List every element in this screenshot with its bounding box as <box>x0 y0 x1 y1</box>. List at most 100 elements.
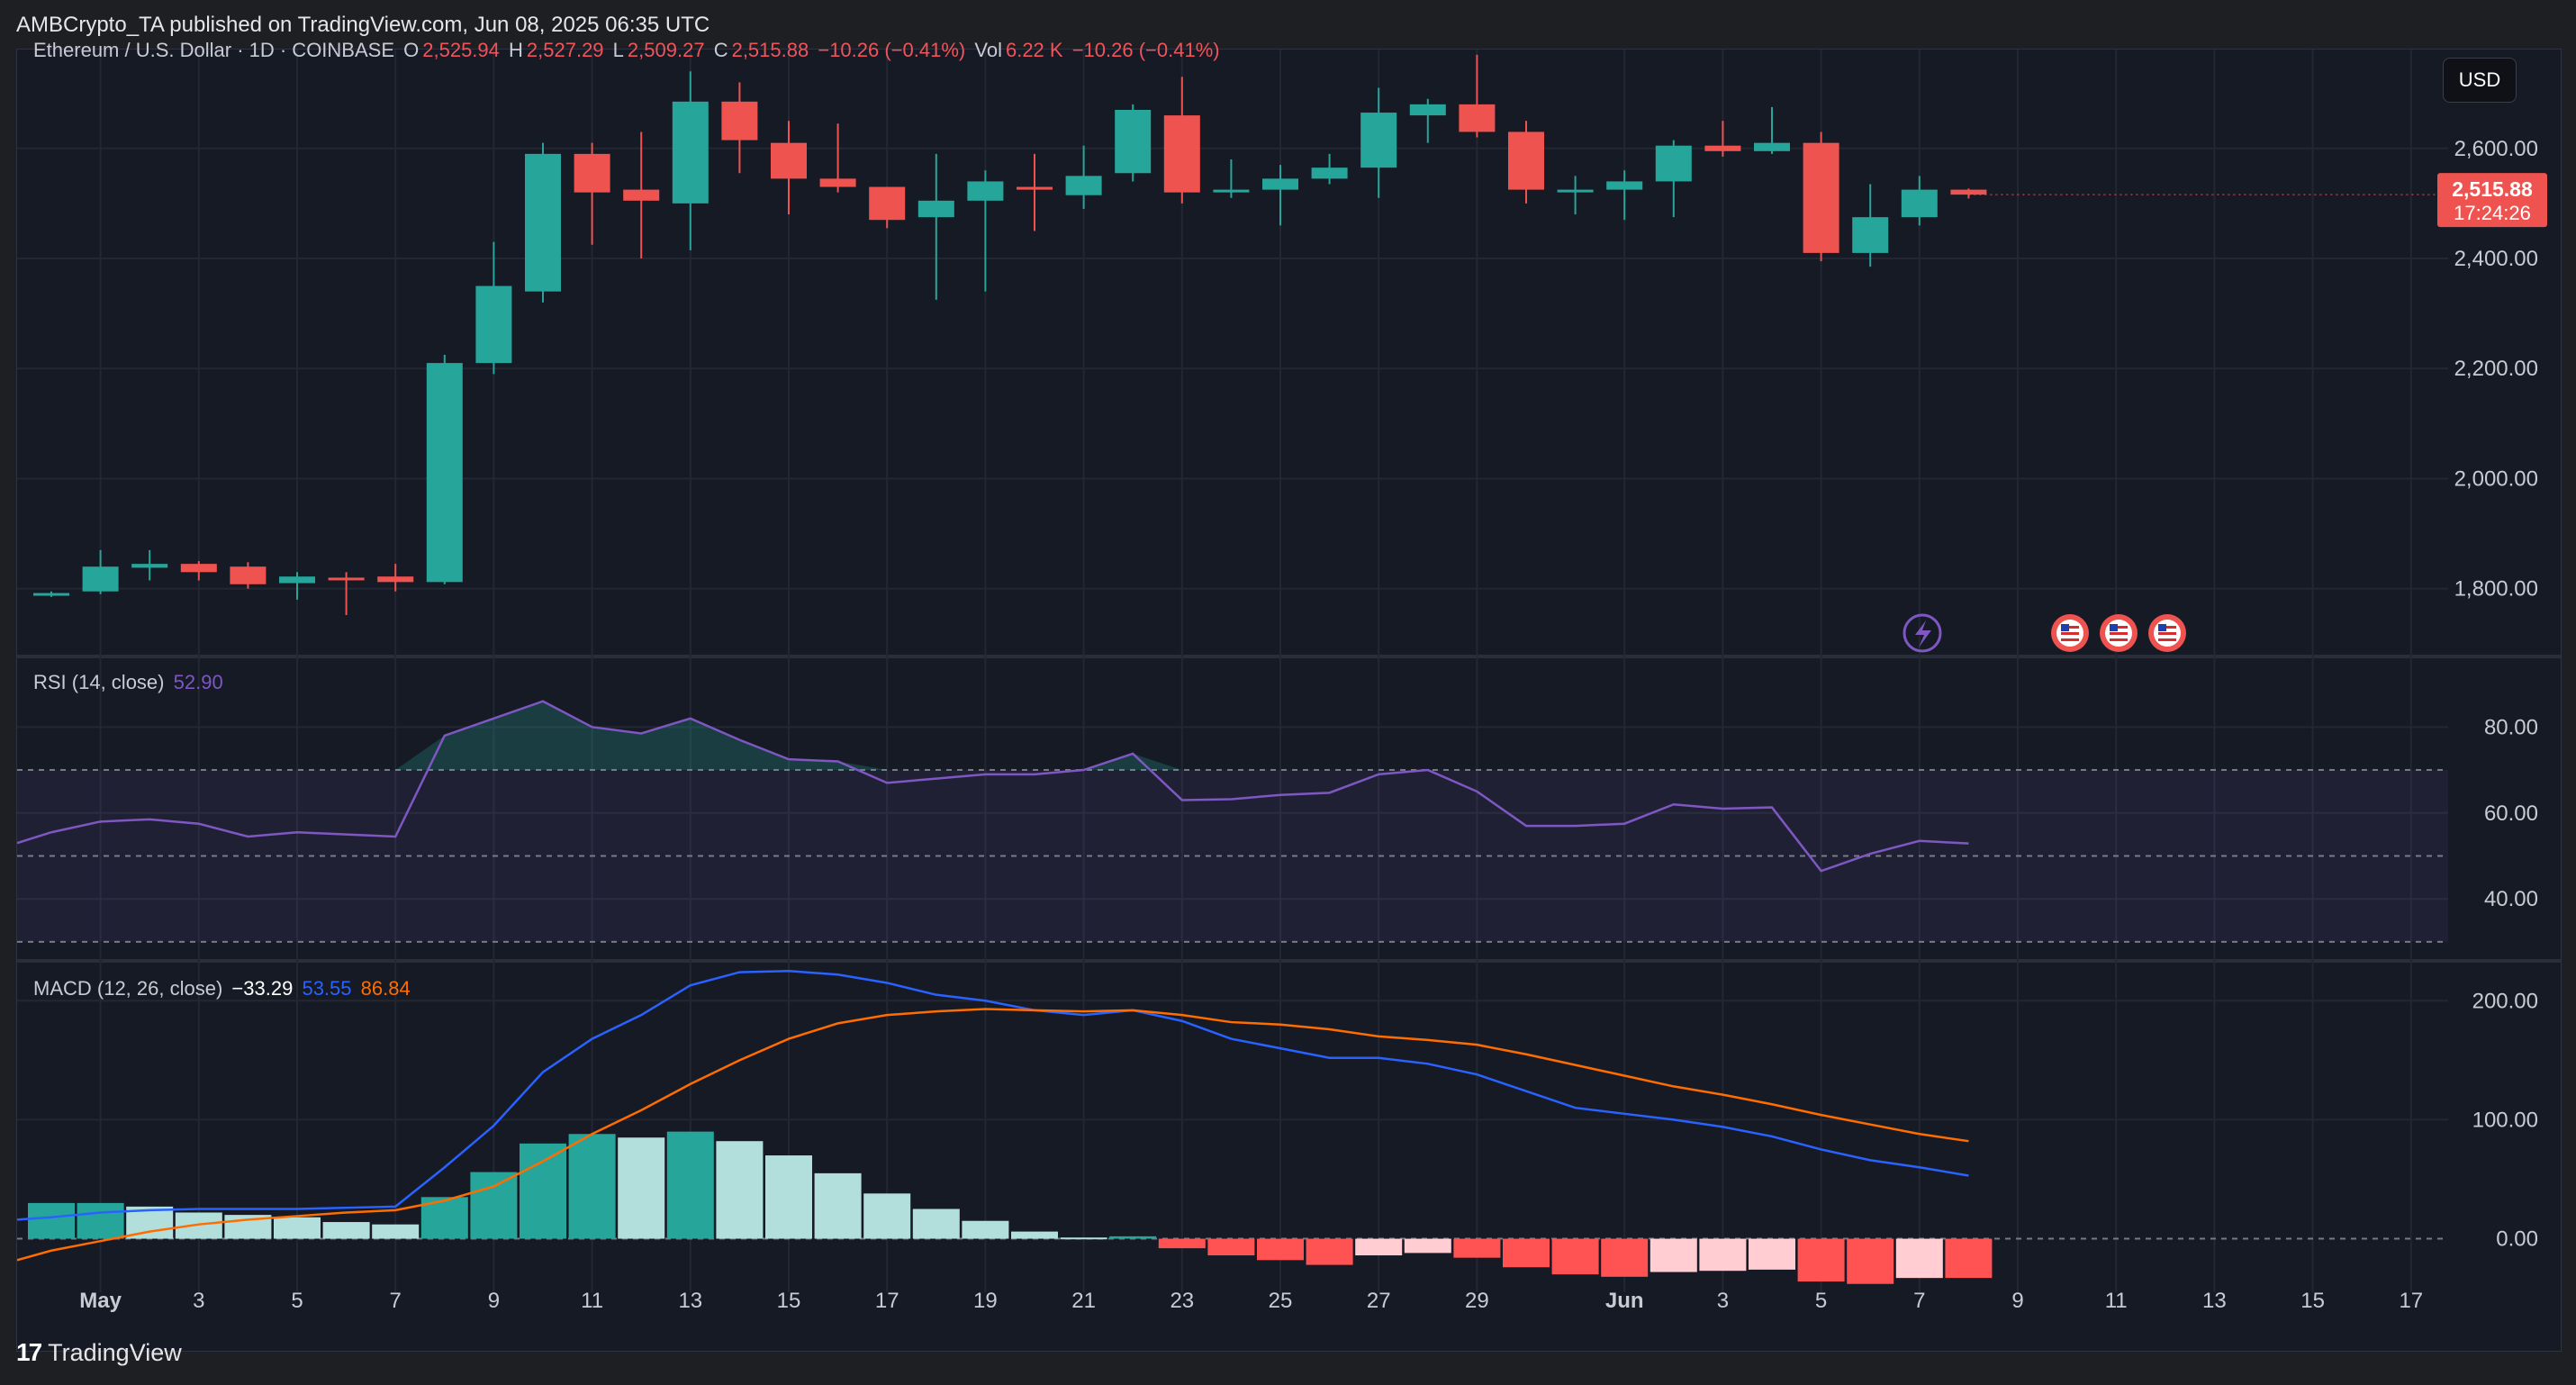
last-price-tag <box>2437 173 2547 228</box>
candle-body <box>1950 189 1987 195</box>
candle-body <box>82 566 119 592</box>
us-flag-icon <box>2148 614 2186 652</box>
macd-histogram-bar <box>1749 1238 1795 1270</box>
tradingview-logo-icon: 17 <box>16 1338 42 1366</box>
macd-label: MACD (12, 26, close) <box>33 977 223 1000</box>
volume-value: 6.22 K <box>1005 39 1063 61</box>
macd-histogram-bar <box>666 1131 714 1239</box>
candle-body <box>1901 189 1938 218</box>
chart-panel[interactable]: May 3 5 7 9 11 13 15 17 19 21 23 25 27 29 Jun 3 5 7 9 11 13 15… <box>16 39 2562 1352</box>
candle-body <box>869 186 906 221</box>
macd-histogram-bar <box>1404 1238 1451 1254</box>
macd-histogram-bar <box>175 1212 222 1239</box>
x-tick-label: 11 <box>2105 1289 2128 1313</box>
x-tick-label: 11 <box>581 1289 603 1313</box>
open-value: 2,525.94 <box>422 39 500 61</box>
candle-body <box>525 153 561 292</box>
last-price-value: 2,515.88 <box>2452 177 2533 201</box>
candle-body <box>771 142 807 179</box>
x-tick-label: 9 <box>488 1289 500 1313</box>
x-tick-label: 7 <box>390 1289 402 1313</box>
tradingview-brand[interactable]: 17 TradingView <box>16 1338 182 1367</box>
price-countdown: 17:24:26 <box>2454 202 2531 224</box>
candle-body <box>819 178 856 187</box>
candle-body <box>1508 131 1544 190</box>
macd-histogram-bar <box>863 1193 911 1239</box>
candle-body <box>1803 142 1839 253</box>
rsi-line <box>50 700 1969 873</box>
axis-labels: May 3 5 7 9 11 13 15 17 19 21 23 25 27 29 Jun 3 5 7 9 11 13 15… <box>79 137 2547 1313</box>
x-tick-label: 15 <box>2300 1289 2325 1313</box>
candle-body <box>1213 189 1250 193</box>
candle-body <box>672 101 709 204</box>
volume-change: −10.26 (−0.41%) <box>1071 39 1220 61</box>
x-tick-label: 3 <box>193 1289 204 1313</box>
candle-body <box>917 200 954 218</box>
candle-body <box>721 101 758 140</box>
macd-histogram-bar <box>470 1172 518 1239</box>
macd-tick-label: 100.00 <box>2472 1108 2538 1132</box>
candle-body <box>1704 145 1741 151</box>
macd-histogram-bar <box>520 1143 566 1239</box>
candle-body <box>1311 167 1348 179</box>
candle-body <box>1557 189 1594 193</box>
x-tick-label: 19 <box>973 1289 998 1313</box>
macd-line-value: 53.55 <box>302 977 352 1000</box>
macd-histogram-bar <box>1895 1238 1943 1279</box>
macd-layer <box>17 969 1993 1284</box>
price-tick-label: 2,400.00 <box>2454 247 2538 271</box>
candle-body <box>1459 104 1496 132</box>
macd-histogram-bar <box>1797 1238 1845 1282</box>
candle-body <box>279 576 315 584</box>
x-tick-label: 9 <box>2011 1289 2023 1313</box>
x-tick-label: May <box>79 1289 122 1313</box>
x-tick-label: 13 <box>2202 1289 2227 1313</box>
macd-histogram-bar <box>1650 1238 1697 1272</box>
x-tick-label: 7 <box>1913 1289 1925 1313</box>
candle-body <box>1409 104 1446 116</box>
price-tick-label: 2,200.00 <box>2454 357 2538 381</box>
macd-histogram-bar <box>1109 1236 1157 1239</box>
macd-histogram-bar <box>568 1134 616 1239</box>
candle-body <box>475 285 512 364</box>
us-flag-icon <box>2051 614 2089 652</box>
price-legend: Ethereum / U.S. Dollar · 1D · COINBASE O… <box>33 39 1224 62</box>
chart-canvas[interactable]: May 3 5 7 9 11 13 15 17 19 21 23 25 27 29 Jun 3 5 7 9 11 13 15… <box>17 50 2561 1351</box>
candle-body <box>131 564 168 568</box>
event-icons <box>1903 613 2186 653</box>
candle-body <box>230 566 267 584</box>
candle-body <box>1115 110 1152 174</box>
low-label: L <box>612 39 624 61</box>
candle-body <box>623 189 660 201</box>
close-value: 2,515.88 <box>731 39 809 61</box>
macd-tick-label: 200.00 <box>2472 989 2538 1013</box>
candle-body <box>1163 115 1200 193</box>
candle-body <box>1655 145 1692 182</box>
macd-histogram-bar <box>1355 1238 1403 1256</box>
candle-body <box>1754 142 1790 151</box>
rsi-line-lead <box>17 831 52 845</box>
x-tick-label: 13 <box>678 1289 702 1313</box>
x-tick-label: 25 <box>1269 1289 1293 1313</box>
high-value: 2,527.29 <box>526 39 604 61</box>
published-info: AMBCrypto_TA published on TradingView.co… <box>16 13 710 37</box>
macd-histogram-bar <box>322 1222 370 1239</box>
us-flag-icon <box>2100 614 2138 652</box>
macd-tick-label: 0.00 <box>2496 1227 2538 1252</box>
macd-hist-value: −33.29 <box>231 977 294 1000</box>
macd-histogram-bar <box>962 1220 1009 1239</box>
candle-body <box>1852 217 1889 253</box>
currency-button[interactable]: USD <box>2443 58 2517 103</box>
x-tick-label: 21 <box>1071 1289 1096 1313</box>
macd-line <box>17 969 1969 1221</box>
rsi-tick-label: 40.00 <box>2484 887 2538 911</box>
macd-histogram-bar <box>1551 1238 1599 1275</box>
macd-histogram-bar <box>1699 1238 1747 1272</box>
close-label: C <box>713 39 728 61</box>
macd-histogram-bar <box>1158 1238 1206 1249</box>
x-tick-label: 23 <box>1170 1289 1194 1313</box>
macd-histogram-bar <box>372 1224 420 1239</box>
macd-histogram-bar <box>1847 1238 1894 1284</box>
high-label: H <box>509 39 523 61</box>
candle-body <box>1065 176 1102 195</box>
